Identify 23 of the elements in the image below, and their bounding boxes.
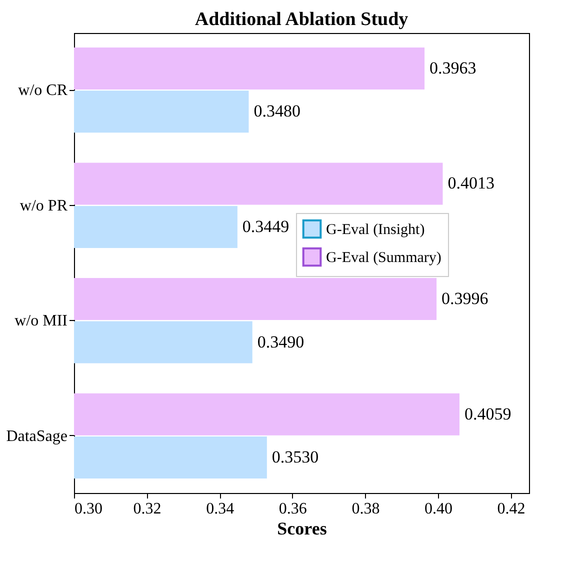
y-tick-label: w/o PR (20, 197, 68, 214)
legend-label: G-Eval (Summary) (326, 250, 442, 266)
data-label: 0.3963 (430, 58, 476, 78)
x-tick-label: 0.30 (74, 500, 102, 518)
data-label: 0.4013 (448, 174, 494, 193)
chart-title: Additional Ablation Study (194, 9, 409, 30)
x-tick-label: 0.32 (133, 500, 162, 518)
x-tick-label: 0.38 (352, 500, 380, 518)
x-tick-label: 0.34 (206, 500, 234, 518)
y-tick-label: w/o CR (18, 82, 68, 100)
data-label: 0.4059 (464, 404, 512, 424)
x-tick-label: 0.40 (424, 500, 452, 518)
x-tick-label: 0.42 (497, 500, 526, 518)
x-tick-label: 0.36 (278, 500, 307, 518)
data-label: 0.3449 (242, 216, 290, 236)
y-tick-label: DataSage (6, 428, 68, 445)
y-tick-label: w/o MII (14, 312, 68, 330)
legend-label: G-Eval (Insight) (326, 222, 425, 238)
data-label: 0.3490 (257, 332, 304, 352)
data-label: 0.3480 (254, 102, 300, 121)
data-label: 0.3530 (272, 448, 319, 467)
x-axis-title: Scores (277, 518, 327, 538)
data-label: 0.3996 (442, 289, 488, 308)
